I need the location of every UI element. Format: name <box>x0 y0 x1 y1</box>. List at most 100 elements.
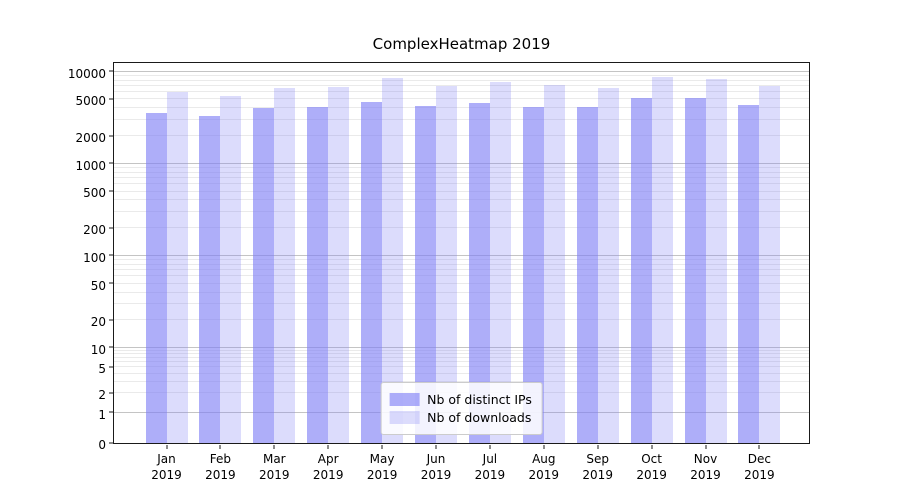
x-tick-mark-dec <box>758 445 760 449</box>
x-tick-mark-jan <box>166 445 167 449</box>
x-tick-label-aug: Aug 2019 <box>528 452 560 482</box>
gridline-6 <box>114 361 809 363</box>
x-tick-mark-nov <box>705 445 706 449</box>
y-tick-mark-2000 <box>109 135 113 137</box>
gridline-4000 <box>114 107 809 109</box>
gridline-20 <box>114 319 809 321</box>
gridline-900 <box>114 167 809 168</box>
y-tick-label-20: 20 <box>90 315 106 330</box>
x-tick-mark-mar <box>273 445 275 449</box>
x-tick-label-sep: Sep 2019 <box>582 452 613 482</box>
y-tick-mark-20 <box>109 319 113 321</box>
bar-nov-downloads <box>705 78 727 443</box>
gridline-500 <box>114 190 809 192</box>
gridline-90 <box>114 259 809 260</box>
legend: Nb of distinct IPs Nb of downloads <box>380 382 543 435</box>
y-tick-label-5: 5 <box>98 362 106 377</box>
x-tick-mark-feb <box>219 445 221 449</box>
bar-apr-distinct-ips <box>307 107 329 443</box>
gridline-100 <box>114 254 809 256</box>
gridline-6000 <box>114 91 809 93</box>
bar-may-downloads <box>382 78 404 443</box>
bar-feb-distinct-ips <box>199 115 221 443</box>
legend-label-distinct-ips: Nb of distinct IPs <box>427 392 532 407</box>
x-tick-label-feb: Feb 2019 <box>205 452 236 482</box>
bar-oct-downloads <box>651 76 673 443</box>
bar-feb-downloads <box>220 96 242 443</box>
bar-jul-distinct-ips <box>468 103 490 443</box>
gridline-400 <box>114 199 809 201</box>
gridline-7000 <box>114 85 809 86</box>
legend-item-distinct-ips: Nb of distinct IPs <box>389 392 532 407</box>
y-tick-label-1000: 1000 <box>75 158 106 173</box>
y-tick-mark-1000 <box>109 162 113 164</box>
gridline-4 <box>114 372 809 374</box>
bar-sep-distinct-ips <box>576 106 598 443</box>
bar-aug-downloads <box>543 85 565 443</box>
y-tick-label-0: 0 <box>98 438 106 452</box>
x-tick-label-mar: Mar 2019 <box>259 452 290 482</box>
y-tick-label-2000: 2000 <box>75 131 106 146</box>
y-tick-mark-100 <box>109 254 113 256</box>
gridline-8 <box>114 353 809 355</box>
legend-swatch-distinct-ips <box>389 393 420 406</box>
bar-jun-downloads <box>436 85 457 443</box>
gridline-800 <box>114 171 809 173</box>
bar-jun-distinct-ips <box>415 106 436 443</box>
gridline-2000 <box>114 135 809 136</box>
chart-title: ComplexHeatmap 2019 <box>372 35 551 53</box>
y-tick-label-5000: 5000 <box>75 94 106 109</box>
bar-jan-downloads <box>166 91 188 443</box>
y-tick-mark-1 <box>109 411 113 413</box>
x-tick-mark-apr <box>327 445 329 449</box>
y-tick-label-100: 100 <box>83 250 106 265</box>
gridline-8000 <box>114 79 809 81</box>
x-tick-mark-oct <box>651 445 653 449</box>
bar-mar-distinct-ips <box>253 108 275 443</box>
x-tick-label-jun: Jun 2019 <box>420 452 452 482</box>
gridline-80 <box>114 263 809 265</box>
x-tick-label-nov: Nov 2019 <box>690 452 721 482</box>
y-tick-label-10: 10 <box>90 342 106 357</box>
gridline-10 <box>114 346 809 348</box>
gridline-1000 <box>114 162 809 164</box>
y-tick-label-50: 50 <box>90 278 106 293</box>
x-tick-mark-sep <box>597 445 599 449</box>
gridline-70 <box>114 269 809 271</box>
y-tick-mark-50 <box>109 282 113 284</box>
y-tick-mark-500 <box>109 190 113 192</box>
gridline-60 <box>114 275 809 277</box>
legend-item-downloads: Nb of downloads <box>389 410 532 425</box>
gridline-3000 <box>114 118 809 120</box>
x-tick-mark-may <box>381 445 383 449</box>
x-tick-label-jul: Jul 2019 <box>474 452 506 482</box>
gridline-7 <box>114 356 809 358</box>
bar-may-distinct-ips <box>361 101 383 443</box>
y-tick-label-1: 1 <box>98 407 106 422</box>
bar-jul-downloads <box>489 81 511 443</box>
gridline-50 <box>114 282 809 284</box>
x-tick-label-jan: Jan 2019 <box>151 452 182 482</box>
x-tick-label-apr: Apr 2019 <box>312 452 344 482</box>
legend-swatch-downloads <box>389 411 420 424</box>
bar-jan-distinct-ips <box>145 112 167 443</box>
gridline-10000 <box>114 70 809 72</box>
y-tick-label-2: 2 <box>98 388 106 403</box>
bar-apr-downloads <box>328 87 350 443</box>
bar-sep-downloads <box>597 88 619 443</box>
y-tick-mark-10000 <box>109 70 113 72</box>
bar-mar-downloads <box>274 87 296 443</box>
gridline-9000 <box>114 74 809 76</box>
y-tick-label-500: 500 <box>83 186 106 201</box>
gridline-600 <box>114 183 809 185</box>
y-tick-label-200: 200 <box>83 223 106 238</box>
x-tick-label-dec: Dec 2019 <box>744 452 775 482</box>
y-tick-mark-200 <box>109 227 113 229</box>
gridline-30 <box>114 303 809 304</box>
gridline-9 <box>114 349 809 351</box>
gridline-5 <box>114 366 809 368</box>
gridline-700 <box>114 177 809 178</box>
y-tick-mark-2 <box>109 392 113 394</box>
gridline-200 <box>114 227 809 229</box>
